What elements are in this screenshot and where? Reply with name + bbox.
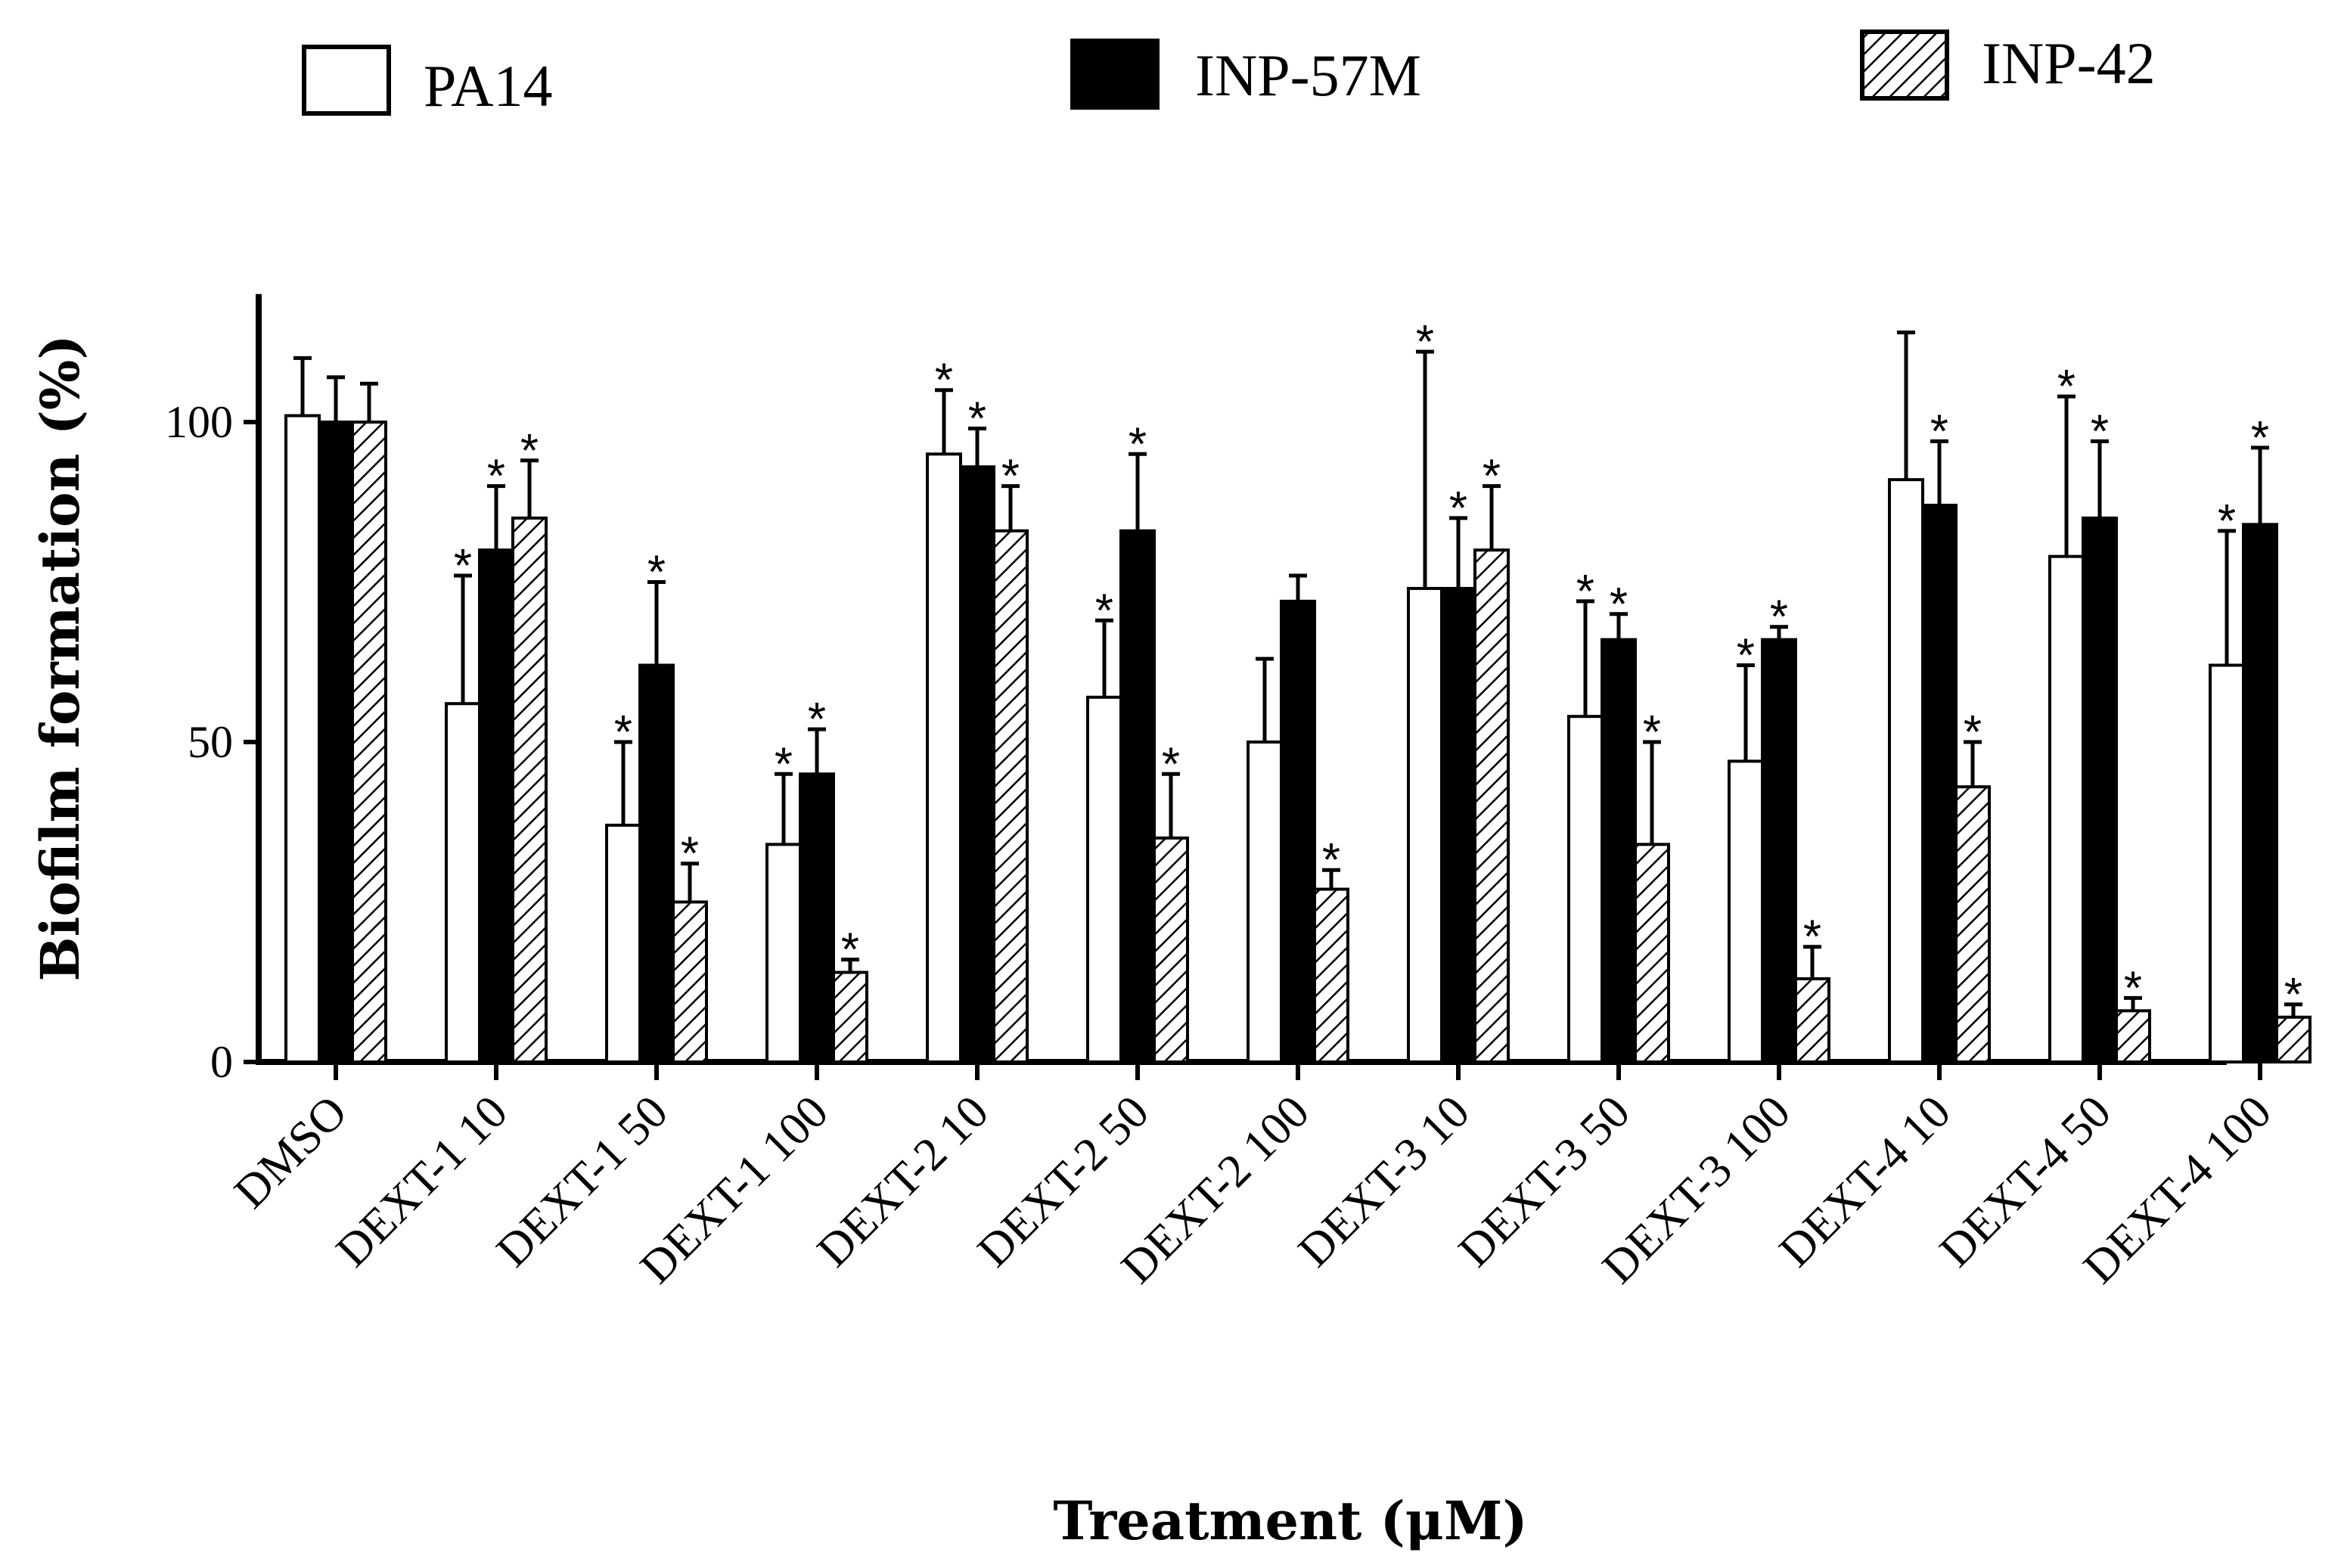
significance-marker: * — [808, 694, 826, 746]
bar-inp-57m-dext-2-10 — [959, 465, 995, 1063]
y-tick-label: 100 — [165, 397, 233, 447]
bar-inp-57m-dext-3-100 — [1761, 638, 1797, 1063]
significance-marker: * — [647, 547, 666, 599]
bar-pa14-dext-4-50 — [2048, 554, 2085, 1063]
legend-label-inp-57m: INP-57M — [1195, 42, 1421, 108]
bar-inp-42-dext-1-50 — [672, 900, 708, 1063]
significance-marker: * — [1576, 566, 1594, 618]
bar-inp-57m-dext-2-50 — [1119, 529, 1156, 1063]
x-tick-label: DEXT-1 10 — [327, 1086, 517, 1277]
significance-marker: * — [2124, 962, 2142, 1014]
bar-inp-42-dext-2-50 — [1153, 836, 1189, 1064]
legend-label-inp-42: INP-42 — [1982, 30, 2156, 96]
bar-inp-57m-dext-1-50 — [638, 663, 675, 1063]
bar-pa14-dext-2-10 — [926, 452, 962, 1063]
significance-marker: * — [681, 828, 699, 880]
significance-marker: * — [1416, 316, 1434, 368]
bar-pa14-dext-4-10 — [1888, 478, 1924, 1063]
bar-pa14-dext-3-100 — [1728, 759, 1764, 1063]
legend-item-pa14: PA14 — [302, 45, 553, 119]
bar-inp-42-dext-4-100 — [2275, 1015, 2312, 1064]
significance-marker: * — [614, 706, 632, 759]
bar-pa14-dext-1-100 — [765, 843, 802, 1063]
significance-marker: * — [1643, 706, 1661, 759]
significance-marker: * — [1930, 405, 1948, 458]
bar-pa14-dext-3-50 — [1567, 715, 1604, 1063]
significance-marker: * — [935, 355, 953, 407]
y-tick-label: 0 — [210, 1037, 233, 1087]
y-axis-title: Biofilm formation (%) — [29, 334, 92, 981]
bar-inp-42-dext-3-10 — [1473, 548, 1510, 1063]
bar-inp-57m-dmso — [318, 421, 354, 1063]
significance-marker: * — [1483, 451, 1501, 503]
significance-marker: * — [2091, 405, 2109, 458]
legend-item-inp-57m: INP-57M — [1070, 39, 1421, 110]
bar-pa14-dext-1-50 — [605, 823, 641, 1063]
bar-pa14-dext-4-100 — [2209, 663, 2245, 1063]
significance-marker: * — [2057, 361, 2076, 413]
legend-swatch-inp-42 — [1860, 29, 1949, 101]
significance-marker: * — [1737, 629, 1755, 682]
x-tick-label: DEXT-2 10 — [808, 1086, 998, 1277]
bar-inp-57m-dext-1-10 — [478, 548, 514, 1063]
significance-marker: * — [1129, 418, 1147, 470]
bar-inp-57m-dext-1-100 — [799, 772, 835, 1063]
significance-marker: * — [775, 738, 793, 790]
bar-inp-42-dext-1-100 — [832, 970, 868, 1064]
y-tick-label: 50 — [188, 717, 233, 767]
bar-inp-42-dext-3-50 — [1634, 843, 1670, 1063]
x-axis-title: Treatment (μM) — [1053, 1489, 1527, 1552]
bar-inp-57m-dext-4-100 — [2242, 523, 2278, 1063]
legend-item-inp-42: INP-42 — [1860, 29, 2156, 101]
significance-marker: * — [487, 451, 505, 503]
significance-marker: * — [968, 393, 986, 445]
bar-inp-42-dext-4-50 — [2115, 1009, 2151, 1063]
x-tick-label: DEXT-4 10 — [1770, 1086, 1961, 1277]
significance-marker: * — [1001, 451, 1020, 503]
significance-marker: * — [1322, 834, 1340, 886]
bar-inp-42-dext-3-100 — [1794, 977, 1830, 1064]
significance-marker: * — [2284, 969, 2302, 1021]
significance-marker: * — [1803, 911, 1821, 964]
significance-marker: * — [1770, 591, 1788, 644]
significance-marker: * — [1964, 706, 1982, 759]
bar-inp-57m-dext-3-10 — [1440, 586, 1476, 1063]
x-tick-label: DEXT-3 10 — [1289, 1086, 1479, 1277]
significance-marker: * — [1610, 579, 1628, 631]
bar-inp-42-dext-1-10 — [511, 516, 548, 1063]
bar-inp-57m-dext-4-50 — [2082, 516, 2118, 1063]
bar-pa14-dext-2-50 — [1086, 695, 1122, 1064]
significance-marker: * — [2218, 495, 2236, 548]
legend: PA14 INP-57M INP-42 — [302, 29, 2156, 119]
bar-inp-42-dext-2-10 — [992, 529, 1029, 1063]
bar-inp-42-dext-2-100 — [1313, 887, 1349, 1063]
x-tick-label: DMSO — [225, 1086, 357, 1219]
bar-inp-57m-dext-3-50 — [1601, 638, 1637, 1063]
significance-marker: * — [1095, 585, 1113, 637]
bar-inp-57m-dext-2-100 — [1280, 599, 1316, 1063]
legend-swatch-inp-57m — [1070, 39, 1160, 110]
bar-pa14-dext-1-10 — [445, 702, 481, 1063]
significance-marker: * — [520, 425, 539, 477]
bar-pa14-dext-2-100 — [1247, 741, 1283, 1063]
bar-inp-42-dmso — [351, 421, 387, 1063]
significance-marker: * — [841, 924, 859, 977]
significance-marker: * — [1449, 483, 1467, 535]
significance-marker: * — [454, 540, 472, 592]
significance-marker: * — [1162, 738, 1180, 790]
bar-pa14-dext-3-10 — [1407, 586, 1443, 1063]
bar-inp-42-dext-4-10 — [1954, 785, 1991, 1063]
bar-pa14-dmso — [284, 414, 321, 1063]
significance-marker: * — [2251, 412, 2269, 464]
bar-inp-57m-dext-4-10 — [1921, 503, 1958, 1063]
legend-label-pa14: PA14 — [424, 53, 553, 119]
legend-swatch-pa14 — [302, 45, 391, 116]
